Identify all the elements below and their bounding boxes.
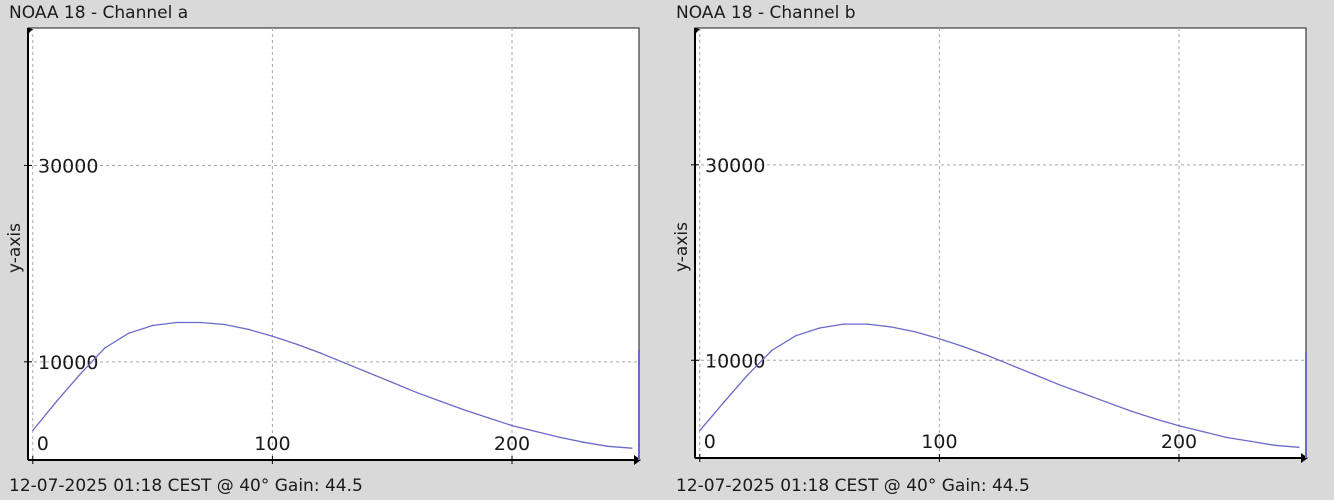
y-tick-label: 30000 <box>705 155 765 177</box>
data-point <box>1226 436 1228 439</box>
data-point <box>199 321 202 324</box>
data-point <box>1178 425 1180 427</box>
data-point <box>319 352 322 354</box>
data-point <box>80 372 82 375</box>
y-axis-arrow <box>694 28 700 33</box>
chart-footer: 12-07-2025 01:18 CEST @ 40° Gain: 44.5 <box>676 476 1030 496</box>
data-point <box>1106 401 1108 403</box>
data-point <box>818 327 821 329</box>
y-axis-arrow <box>27 28 33 33</box>
data-point <box>151 324 154 327</box>
data-point <box>699 429 701 432</box>
x-axis-arrow <box>1301 453 1308 463</box>
chart-b-plot: 0 100 200 10000 30000 y-axis <box>672 27 1308 463</box>
data-point <box>747 374 749 376</box>
data-point <box>866 323 869 325</box>
data-point <box>794 335 797 337</box>
data-point <box>1034 374 1036 376</box>
data-point <box>1274 444 1276 446</box>
x-axis-arrow <box>634 455 641 465</box>
data-point <box>127 332 130 335</box>
data-point <box>1082 392 1084 395</box>
data-point <box>271 335 274 337</box>
data-point <box>938 338 941 340</box>
y-tick-label: 10000 <box>705 350 765 372</box>
data-point <box>247 328 250 331</box>
x-tick-label: 0 <box>704 431 716 453</box>
data-point <box>487 417 489 419</box>
x-tick-label: 100 <box>921 431 957 453</box>
data-point <box>343 362 345 364</box>
series-line <box>699 323 1299 448</box>
x-tick-label: 200 <box>494 433 530 455</box>
data-point <box>32 429 34 432</box>
data-point <box>535 430 537 433</box>
x-tick-label: 100 <box>254 433 290 455</box>
data-point <box>583 441 585 444</box>
data-point <box>175 321 178 324</box>
data-point <box>1130 410 1132 412</box>
chart-title: NOAA 18 - Channel b <box>676 3 856 23</box>
data-point <box>463 409 465 411</box>
data-point <box>367 371 369 374</box>
y-tick-label: 10000 <box>38 352 98 374</box>
x-tick-label: 200 <box>1161 431 1197 453</box>
x-tick-label: 0 <box>37 433 49 455</box>
chart-a-plot: 0 100 200 10000 30000 y-axis <box>5 27 641 465</box>
data-point <box>770 349 773 352</box>
data-point <box>439 400 441 402</box>
data-point <box>842 323 845 325</box>
data-point <box>607 445 609 447</box>
data-point <box>914 331 917 333</box>
y-axis-title: y-axis <box>672 222 692 272</box>
data-point <box>1298 446 1300 448</box>
data-point <box>415 391 417 393</box>
chart-panel-b: NOAA 18 - Channel b 0 100 200 10000 30000 y-a… <box>667 0 1334 500</box>
data-point <box>1154 418 1156 420</box>
data-point <box>103 347 106 349</box>
data-point <box>1250 440 1252 443</box>
y-axis-title: y-axis <box>5 223 25 273</box>
data-point <box>295 343 298 345</box>
series-line <box>32 321 632 449</box>
plot-area <box>694 27 1307 459</box>
y-tick-label: 30000 <box>38 155 98 177</box>
data-point <box>723 401 725 403</box>
chart-title: NOAA 18 - Channel a <box>9 3 189 23</box>
data-point <box>962 345 965 348</box>
data-point <box>1202 430 1204 433</box>
data-point <box>391 381 393 384</box>
data-point <box>56 400 58 402</box>
data-point <box>890 326 893 328</box>
plot-area <box>27 27 640 461</box>
data-point <box>631 447 633 449</box>
data-point <box>986 354 989 357</box>
data-point <box>511 424 513 427</box>
data-point <box>559 436 561 439</box>
chart-footer: 12-07-2025 01:18 CEST @ 40° Gain: 44.5 <box>9 476 363 496</box>
data-point <box>1010 364 1012 366</box>
data-point <box>223 323 226 326</box>
data-point <box>1058 384 1060 386</box>
chart-panel-a: NOAA 18 - Channel a 0 100 200 10000 30000 y-a… <box>5 3 641 496</box>
